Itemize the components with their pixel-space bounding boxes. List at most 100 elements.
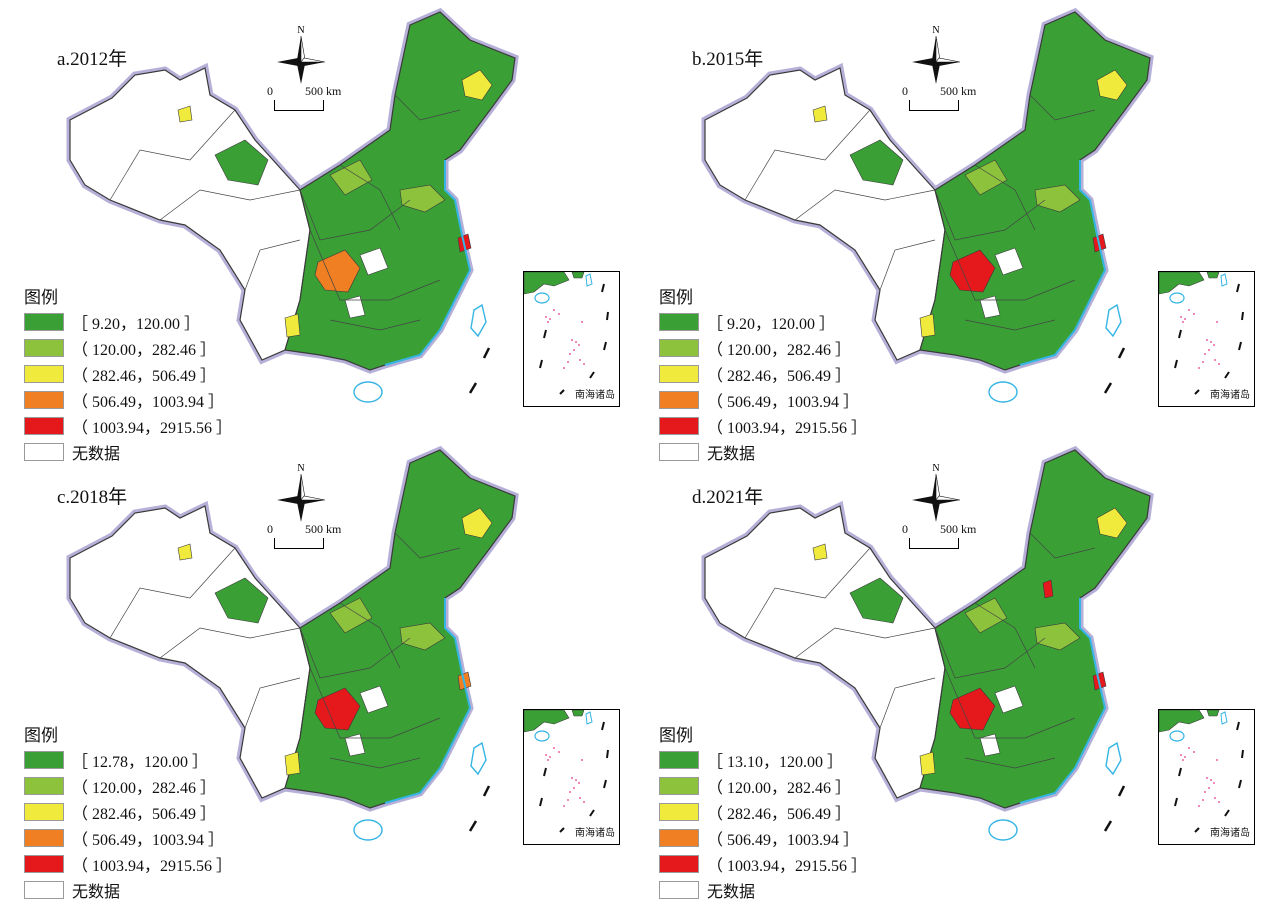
legend-item-5: （ 1003.94，2915.56 ］ [659,851,889,877]
legend-item-1: ［ 13.10，120.00 ］ [659,747,889,773]
legend-item-1: ［ 9.20，120.00 ］ [24,309,254,335]
dash-line [1103,347,1126,394]
yellow-region-yunnan [284,751,301,776]
hainan-island [988,819,1018,841]
scale-bar-line [909,538,959,549]
legend-swatch [659,855,699,873]
hotspot-tianjin [1042,579,1054,599]
dash-line [468,347,491,394]
legend-swatch [24,751,64,769]
panel-title: c.2018年 [57,487,128,508]
legend-label: ［ 13.10，120.00 ］ [707,754,844,771]
legend-swatch [24,855,64,873]
legend-items: ［ 13.10，120.00 ］ （ 120.00，282.46 ］ （ 282.4… [659,747,889,903]
legend-swatch [659,751,699,769]
no-data-region-hunan [344,733,366,757]
scale-distance-label: 500 km [940,84,977,98]
legend-label: （ 1003.94，2915.56 ］ [72,858,233,875]
legend-label: （ 282.46，506.49 ］ [72,806,217,823]
panel-title: a.2012年 [57,49,128,70]
hainan-island [353,381,383,403]
legend-item-4: （ 506.49，1003.94 ］ [659,825,889,851]
yellow-region-xinjiang [812,543,828,561]
yellow-region-heilongjiang [1096,507,1128,539]
south-china-sea-inset: 南海诸岛 [523,709,620,845]
scale-bar-line [274,538,324,549]
legend-item-1: ［ 9.20，120.00 ］ [659,309,889,335]
legend-label: （ 1003.94，2915.56 ］ [707,858,868,875]
legend-item-2: （ 120.00，282.46 ］ [659,335,889,361]
hainan-island [988,381,1018,403]
hotspot-chongqing-sichuan [314,249,361,293]
yellow-region-xinjiang [177,105,193,123]
legend-label: （ 506.49，1003.94 ］ [72,394,225,411]
legend-label: （ 506.49，1003.94 ］ [72,832,225,849]
yellow-region-yunnan [919,313,936,338]
legend-swatch [24,777,64,795]
legend-items: ［ 12.78，120.00 ］ （ 120.00，282.46 ］ （ 282.4… [24,747,254,903]
legend-label: （ 120.00，282.46 ］ [707,342,852,359]
inset-map [1159,710,1244,833]
no-data-region-hubei [994,685,1024,714]
scale-zero-label: 0 [902,84,908,98]
yellow-region-yunnan [284,313,301,338]
scale-bar: 0 500 km [902,522,992,556]
legend-item-6: 无数据 [659,439,889,465]
legend-swatch [24,443,64,461]
scale-distance-label: 500 km [940,522,977,536]
north-arrow-icon: N [912,25,961,84]
map-panel-3: c.2018年 N 0 500 km 图例 ［ 12.78，120.00 ］ （ … [0,438,635,901]
legend: 图例 ［ 9.20，120.00 ］ （ 120.00，282.46 ］ （ 282… [24,283,254,465]
scale-bar: 0 500 km [902,84,992,118]
legend-items: ［ 9.20，120.00 ］ （ 120.00，282.46 ］ （ 282.46… [24,309,254,465]
inset-caption: 南海诸岛 [575,828,615,839]
inset-map [524,710,609,833]
legend-swatch [659,417,699,435]
no-data-region-hubei [359,685,389,714]
legend-item-3: （ 282.46，506.49 ］ [659,799,889,825]
dash-line [1103,785,1126,832]
map-panel-4: d.2021年 N 0 500 km 图例 ［ 13.10，120.00 ］ （ … [635,438,1270,901]
north-arrow-icon: N [912,463,961,522]
light-green-region-shandong [1034,622,1081,651]
china-map [701,445,1154,841]
legend-label: （ 1003.94，2915.56 ］ [72,420,233,437]
legend-label: （ 120.00，282.46 ］ [72,342,217,359]
hotspot-chongqing-sichuan [314,687,361,731]
green-region-qinghai [849,577,904,624]
green-region-qinghai [214,577,269,624]
legend: 图例 ［ 12.78，120.00 ］ （ 120.00，282.46 ］ （ 28… [24,721,254,903]
light-green-region-inner-mongolia [329,597,373,634]
legend-label: （ 282.46，506.49 ］ [72,368,217,385]
china-map [66,445,519,841]
north-arrow-icon: N [277,25,326,84]
light-green-region-inner-mongolia [964,597,1008,634]
legend-label: 无数据 [707,444,756,463]
legend-swatch [659,777,699,795]
hotspot-chongqing-sichuan [949,249,996,293]
no-data-region-hubei [359,247,389,276]
legend-item-2: （ 120.00，282.46 ］ [659,773,889,799]
legend-item-1: ［ 12.78，120.00 ］ [24,747,254,773]
legend-title: 图例 [24,726,58,746]
legend-item-5: （ 1003.94，2915.56 ］ [24,851,254,877]
inset-map [524,272,609,395]
yellow-region-heilongjiang [461,507,493,539]
legend-label: 无数据 [707,882,756,901]
north-label: N [297,25,304,36]
green-region-qinghai [214,139,269,186]
province-boundaries [744,94,1096,331]
legend-swatch [24,313,64,331]
light-green-region-inner-mongolia [964,159,1008,196]
hainan-island [353,819,383,841]
scale-bar: 0 500 km [267,84,357,118]
legend-swatch [24,881,64,899]
legend-label: （ 506.49，1003.94 ］ [707,394,860,411]
no-data-region-hunan [979,733,1001,757]
legend-title: 图例 [659,726,693,746]
yellow-region-xinjiang [177,543,193,561]
legend-item-6: 无数据 [659,877,889,903]
scale-distance-label: 500 km [305,522,342,536]
inset-map [1159,272,1244,395]
light-green-region-shandong [399,184,446,213]
